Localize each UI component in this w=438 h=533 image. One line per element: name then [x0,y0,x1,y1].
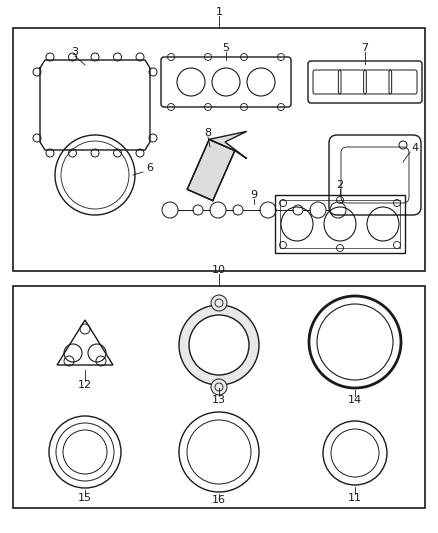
Text: 4: 4 [411,143,419,153]
Text: 12: 12 [78,380,92,390]
Text: 10: 10 [212,265,226,275]
Circle shape [211,379,227,395]
Text: 3: 3 [71,47,78,57]
Text: 9: 9 [251,190,258,200]
Text: 7: 7 [361,43,368,53]
Circle shape [211,295,227,311]
Bar [280,200,400,248]
Circle shape [189,315,249,375]
Text: 16: 16 [212,495,226,505]
Text: 11: 11 [348,493,362,503]
Text: 5: 5 [223,43,230,53]
Text: 1: 1 [215,7,223,17]
Text: 13: 13 [212,395,226,405]
Text: 8: 8 [205,128,212,138]
Bar [13,28,425,271]
Text: 14: 14 [348,395,362,405]
Polygon shape [187,139,235,200]
Text: 2: 2 [336,180,343,190]
Text: 15: 15 [78,493,92,503]
Circle shape [179,305,259,385]
Bar [13,286,425,508]
Text: 6: 6 [146,163,153,173]
Bar [275,195,405,253]
Polygon shape [209,131,247,159]
